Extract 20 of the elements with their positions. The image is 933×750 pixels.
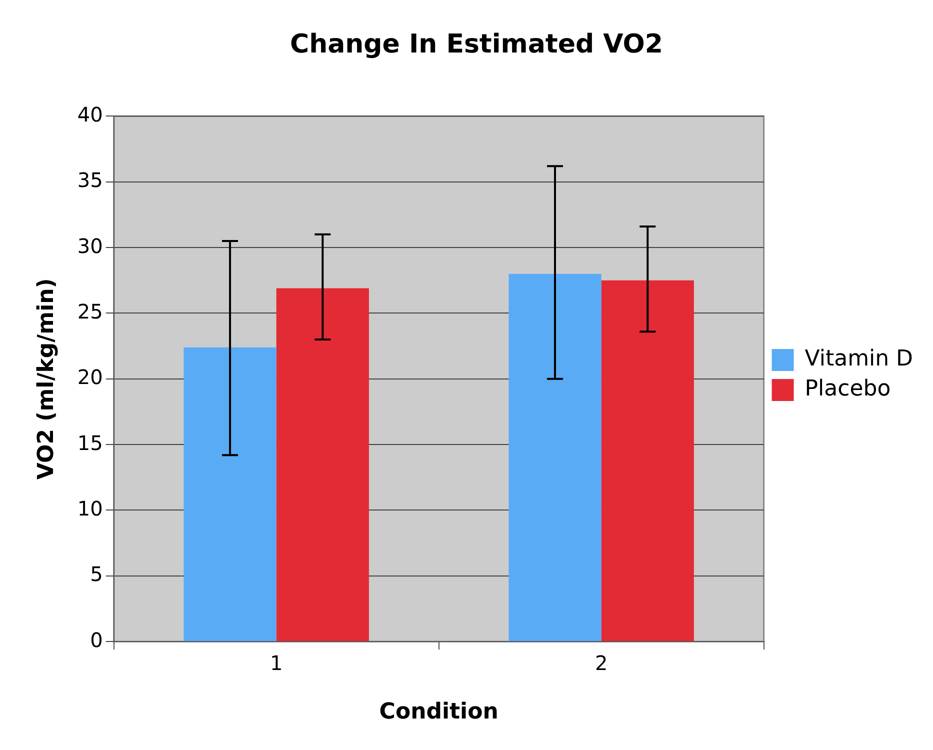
bar <box>184 347 276 642</box>
y-tick-label: 10 <box>77 496 103 520</box>
y-tick-label: 5 <box>90 562 103 586</box>
y-tick-label: 20 <box>77 365 103 390</box>
chart-title: Change In Estimated VO2 <box>290 29 663 60</box>
x-tick-label: 1 <box>270 650 283 675</box>
y-tick-label: 15 <box>77 430 103 455</box>
bar <box>508 274 602 642</box>
y-tick-label: 40 <box>77 102 103 126</box>
bar <box>276 288 369 642</box>
legend-label: Placebo <box>804 376 891 402</box>
y-tick-label: 30 <box>77 234 103 258</box>
legend-label: Vitamin D <box>804 346 914 372</box>
x-tick-label: 2 <box>594 650 608 675</box>
y-axis-title: VO2 (ml/kg/min) <box>34 278 59 480</box>
bar <box>601 280 694 642</box>
y-tick-label: 25 <box>77 299 103 324</box>
y-tick-label: 0 <box>90 628 103 652</box>
y-tick-label: 35 <box>77 168 103 192</box>
x-axis-title: Condition <box>379 700 498 725</box>
